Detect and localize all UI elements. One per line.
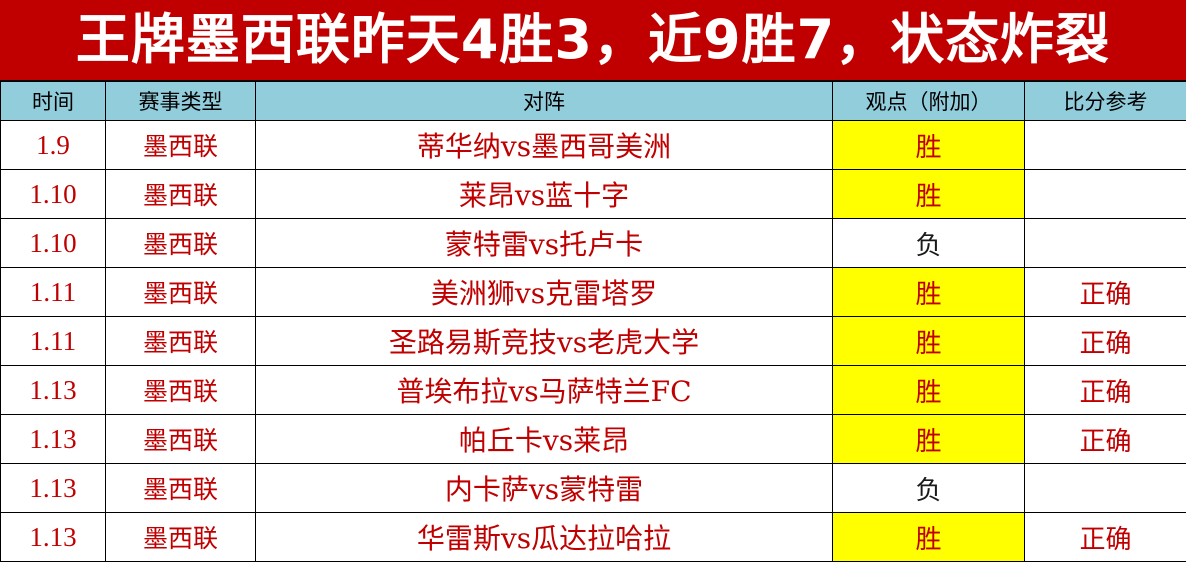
cell-score-reference [1024, 463, 1186, 513]
cell-opinion: 胜 [832, 316, 1025, 366]
cell-match: 华雷斯vs瓜达拉哈拉 [255, 512, 833, 562]
cell-time: 1.10 [0, 218, 106, 268]
header-row: 时间 赛事类型 对阵 观点（附加） 比分参考 [0, 81, 1186, 121]
cell-score-reference [1024, 120, 1186, 170]
cell-score-reference: 正确 [1024, 365, 1186, 415]
column-header-score: 比分参考 [1024, 81, 1186, 121]
cell-opinion: 胜 [832, 512, 1025, 562]
cell-time: 1.13 [0, 463, 106, 513]
cell-match: 蒙特雷vs托卢卡 [255, 218, 833, 268]
column-header-league: 赛事类型 [105, 81, 256, 121]
cell-opinion: 胜 [832, 414, 1025, 464]
cell-opinion: 胜 [832, 267, 1025, 317]
cell-league: 墨西联 [105, 120, 256, 170]
cell-match: 圣路易斯竞技vs老虎大学 [255, 316, 833, 366]
title-banner: 王牌墨西联昨天4胜3，近9胜7，状态炸裂 [0, 0, 1186, 81]
cell-time: 1.13 [0, 365, 106, 415]
cell-time: 1.10 [0, 169, 106, 219]
column-header-view: 观点（附加） [832, 81, 1025, 121]
column-header-match: 对阵 [255, 81, 833, 121]
cell-match: 莱昂vs蓝十字 [255, 169, 833, 219]
table-row: 1.13 墨西联 华雷斯vs瓜达拉哈拉胜正确 [0, 512, 1186, 562]
cell-score-reference [1024, 169, 1186, 219]
table-row: 1.13 墨西联 帕丘卡vs莱昂胜正确 [0, 414, 1186, 464]
cell-league: 墨西联 [105, 365, 256, 415]
page-title: 王牌墨西联昨天4胜3，近9胜7，状态炸裂 [75, 8, 1111, 71]
cell-score-reference: 正确 [1024, 267, 1186, 317]
cell-league: 墨西联 [105, 169, 256, 219]
table-row: 1.13 墨西联 内卡萨vs蒙特雷负 [0, 463, 1186, 513]
column-header-time: 时间 [0, 81, 106, 121]
cell-score-reference: 正确 [1024, 512, 1186, 562]
cell-time: 1.11 [0, 267, 106, 317]
cell-score-reference: 正确 [1024, 414, 1186, 464]
cell-opinion: 负 [832, 218, 1025, 268]
table-row: 1.11 墨西联 圣路易斯竞技vs老虎大学胜正确 [0, 316, 1186, 366]
cell-time: 1.13 [0, 414, 106, 464]
cell-match: 内卡萨vs蒙特雷 [255, 463, 833, 513]
table-row: 1.11 墨西联 美洲狮vs克雷塔罗胜正确 [0, 267, 1186, 317]
table-row: 1.10 墨西联 蒙特雷vs托卢卡负 [0, 218, 1186, 268]
cell-league: 墨西联 [105, 218, 256, 268]
cell-match: 美洲狮vs克雷塔罗 [255, 267, 833, 317]
table-header: 时间 赛事类型 对阵 观点（附加） 比分参考 [0, 81, 1186, 121]
cell-league: 墨西联 [105, 267, 256, 317]
cell-opinion: 负 [832, 463, 1025, 513]
cell-time: 1.9 [0, 120, 106, 170]
match-prediction-table: 时间 赛事类型 对阵 观点（附加） 比分参考 1.9 墨西联 蒂华纳vs墨西哥美洲胜… [0, 81, 1186, 562]
cell-match: 蒂华纳vs墨西哥美洲 [255, 120, 833, 170]
cell-score-reference [1024, 218, 1186, 268]
cell-score-reference: 正确 [1024, 316, 1186, 366]
cell-league: 墨西联 [105, 316, 256, 366]
cell-match: 帕丘卡vs莱昂 [255, 414, 833, 464]
cell-opinion: 胜 [832, 120, 1025, 170]
table-body: 1.9 墨西联 蒂华纳vs墨西哥美洲胜 1.10 墨西联 莱昂vs蓝十字胜 1.10 墨西联蒙… [0, 120, 1186, 562]
cell-league: 墨西联 [105, 512, 256, 562]
cell-time: 1.11 [0, 316, 106, 366]
table-row: 1.13 墨西联 普埃布拉vs马萨特兰FC 胜正确 [0, 365, 1186, 415]
cell-league: 墨西联 [105, 463, 256, 513]
table-row: 1.9 墨西联 蒂华纳vs墨西哥美洲胜 [0, 120, 1186, 170]
table-row: 1.10 墨西联 莱昂vs蓝十字胜 [0, 169, 1186, 219]
cell-league: 墨西联 [105, 414, 256, 464]
cell-opinion: 胜 [832, 169, 1025, 219]
cell-match: 普埃布拉vs马萨特兰FC [255, 365, 833, 415]
cell-time: 1.13 [0, 512, 106, 562]
cell-opinion: 胜 [832, 365, 1025, 415]
